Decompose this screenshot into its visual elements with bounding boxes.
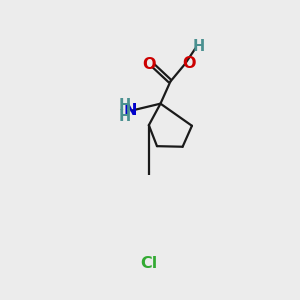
Text: O: O [182, 56, 196, 71]
Text: H: H [118, 98, 130, 113]
Text: H: H [118, 109, 130, 124]
Text: Cl: Cl [140, 256, 158, 271]
Text: O: O [142, 57, 156, 72]
Text: N: N [124, 103, 137, 118]
Text: H: H [192, 39, 205, 54]
